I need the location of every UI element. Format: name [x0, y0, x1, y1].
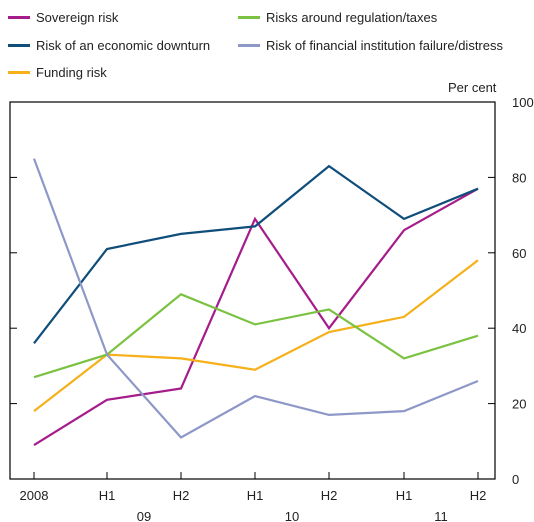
legend-swatch-institution-failure [238, 44, 260, 48]
y-tick-label: 100 [512, 95, 534, 110]
x-group-label: 10 [285, 509, 299, 522]
legend-item-sovereign-risk: Sovereign risk [8, 10, 118, 26]
legend-label-economic-downturn: Risk of an economic downturn [36, 38, 211, 53]
legend-label-regulation-taxes: Risks around regulation/taxes [266, 10, 438, 25]
y-tick-label: 40 [512, 321, 526, 336]
legend-swatch-funding-risk [8, 71, 30, 75]
series-line-risk-of-an-economic-downturn [33, 164, 479, 344]
legend-label-sovereign-risk: Sovereign risk [36, 10, 119, 25]
y-axis-unit-label: Per cent [448, 80, 497, 95]
x-group-label: 09 [137, 509, 151, 522]
series-line-risk-of-financial-institution-failure-distress [32, 158, 479, 439]
x-group-label: 11 [434, 509, 448, 522]
legend-item-regulation-taxes: Risks around regulation/taxes [238, 10, 437, 26]
x-tick-label: H1 [99, 488, 116, 503]
plot-frame [9, 101, 496, 480]
x-tick-label: H1 [396, 488, 413, 503]
x-tick-label: H2 [173, 488, 190, 503]
legend-item-funding-risk: Funding risk [8, 65, 107, 81]
y-tick-label: 60 [512, 246, 526, 261]
legend-item-institution-failure: Risk of financial institution failure/di… [238, 38, 503, 54]
y-tick-label: 20 [512, 397, 526, 412]
legend-swatch-sovereign-risk [8, 16, 30, 20]
x-tick-label: H2 [470, 488, 487, 503]
x-tick-label: H1 [247, 488, 264, 503]
y-tick-label: 0 [512, 472, 519, 487]
x-tick-label: 2008 [20, 488, 49, 503]
legend-label-institution-failure: Risk of financial institution failure/di… [266, 38, 503, 53]
legend-swatch-economic-downturn [8, 44, 30, 48]
x-tick-label: H2 [321, 488, 338, 503]
series-line-sovereign-risk [33, 187, 479, 447]
legend-label-funding-risk: Funding risk [36, 65, 107, 80]
y-tick-label: 80 [512, 170, 526, 185]
legend-swatch-regulation-taxes [238, 16, 260, 20]
legend-item-economic-downturn: Risk of an economic downturn [8, 38, 210, 54]
